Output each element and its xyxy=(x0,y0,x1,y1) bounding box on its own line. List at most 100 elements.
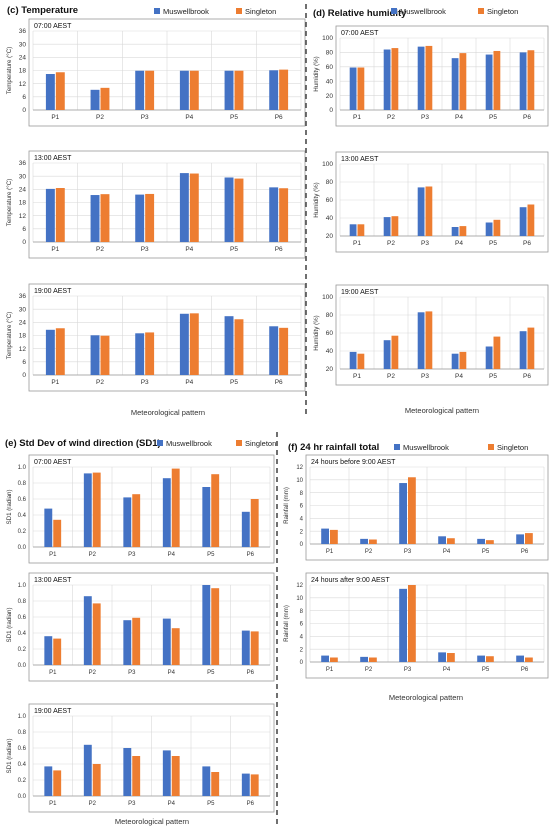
bar-muswellbrook-p1 xyxy=(349,351,357,369)
x-tick-label-p1: P1 xyxy=(353,114,361,121)
bar-singleton-p5 xyxy=(211,588,220,665)
bar-muswellbrook-p6 xyxy=(516,534,524,544)
subchart-label: 24 hours after 9:00 AEST xyxy=(311,577,390,584)
legend-label-muswellbrook: Muswellbrook xyxy=(163,7,209,16)
legend-swatch-muswellbrook xyxy=(157,440,163,446)
x-tick-label-p2: P2 xyxy=(387,240,395,247)
y-tick-label: 0.4 xyxy=(18,513,27,519)
x-tick-label-p5: P5 xyxy=(230,246,238,253)
panel-title: (e) Std Dev of wind direction (SD1) xyxy=(5,438,161,449)
bar-singleton-p5 xyxy=(211,772,220,796)
bar-singleton-p3 xyxy=(145,70,155,110)
x-tick-label-p3: P3 xyxy=(128,552,136,558)
y-tick-label: 40 xyxy=(326,78,334,85)
subchart: 0.0 0.2 0.4 0.6 0.8 1.0 P1 P2 P3 P4 P5 P6 07:00 AEST… xyxy=(6,454,275,564)
y-tick-label: 36 xyxy=(19,160,27,167)
y-tick-label: 18 xyxy=(19,200,27,207)
bar-singleton-p2 xyxy=(92,472,101,547)
bar-singleton-p4 xyxy=(189,313,199,375)
subchart: 20 40 60 80 100 P1 P2 P3 P4 P5 P6 19:00 AEST Humidit… xyxy=(313,284,549,386)
y-axis-label: SD1 (radian) xyxy=(6,489,13,524)
panels-layer: (c) Temperature Muswellbrook Singleton 0 6 12… xyxy=(5,5,549,826)
y-tick-label: 2 xyxy=(300,647,304,653)
bar-singleton-p4 xyxy=(171,756,180,796)
bar-muswellbrook-p6 xyxy=(519,52,527,110)
bar-singleton-p1 xyxy=(53,770,62,796)
bar-singleton-p5 xyxy=(234,178,244,242)
bar-muswellbrook-p4 xyxy=(179,173,189,242)
y-tick-label: 100 xyxy=(322,161,333,168)
subchart: 0 2 4 6 8 10 12 P1 P2 P3 P4 P5 P6 24 hours before 9:0… xyxy=(283,454,549,561)
bar-singleton-p2 xyxy=(369,657,377,662)
x-tick-label-p4: P4 xyxy=(168,552,176,558)
bar-singleton-p3 xyxy=(425,186,433,236)
legend-label-singleton: Singleton xyxy=(487,7,518,16)
bar-muswellbrook-p4 xyxy=(179,313,189,375)
y-tick-label: 0.4 xyxy=(18,631,27,637)
x-tick-label-p2: P2 xyxy=(387,373,395,380)
bar-muswellbrook-p2 xyxy=(360,656,368,662)
bar-singleton-p2 xyxy=(369,539,377,544)
y-axis-label: Rainfall (mm) xyxy=(283,487,290,524)
bar-muswellbrook-p6 xyxy=(269,326,279,375)
legend-swatch-muswellbrook xyxy=(154,8,160,14)
x-axis-label: Meteorological pattern xyxy=(131,408,205,417)
bar-muswellbrook-p2 xyxy=(383,49,391,110)
y-tick-label: 8 xyxy=(300,609,304,615)
bar-singleton-p6 xyxy=(279,327,289,375)
x-tick-label-p3: P3 xyxy=(404,667,412,673)
bar-singleton-p5 xyxy=(211,474,220,547)
y-tick-label: 0 xyxy=(329,107,333,114)
y-tick-label: 40 xyxy=(326,348,334,355)
bar-singleton-p5 xyxy=(234,70,244,110)
legend-swatch-muswellbrook xyxy=(394,444,400,450)
bar-muswellbrook-p3 xyxy=(417,187,425,236)
bar-singleton-p6 xyxy=(250,499,259,547)
y-tick-label: 6 xyxy=(22,359,26,366)
subchart: 0.0 0.2 0.4 0.6 0.8 1.0 P1 P2 P3 P4 P5 P6 19:00 AEST… xyxy=(6,703,275,813)
y-tick-label: 0.2 xyxy=(18,778,27,784)
y-tick-label: 0.6 xyxy=(18,615,27,621)
subchart: 0 6 12 18 24 30 36 P1 P2 P3 P4 P5 P6 19:00 AEST Temper… xyxy=(6,283,306,392)
bar-singleton-p4 xyxy=(189,173,199,242)
bar-muswellbrook-p3 xyxy=(123,620,132,665)
bar-muswellbrook-p5 xyxy=(485,54,493,110)
x-tick-label-p6: P6 xyxy=(275,114,283,121)
y-tick-label: 0.0 xyxy=(18,545,27,551)
bar-singleton-p2 xyxy=(391,48,399,110)
x-tick-label-p1: P1 xyxy=(326,667,334,673)
bar-singleton-p2 xyxy=(92,603,101,665)
bar-muswellbrook-p3 xyxy=(399,483,407,544)
bar-singleton-p5 xyxy=(486,540,494,544)
y-tick-label: 0.2 xyxy=(18,647,27,653)
x-tick-label-p1: P1 xyxy=(49,670,57,676)
x-tick-label-p6: P6 xyxy=(247,801,255,807)
bar-muswellbrook-p5 xyxy=(477,655,485,662)
y-axis-label: Humidity (%) xyxy=(313,315,320,350)
bar-muswellbrook-p6 xyxy=(241,773,250,796)
x-tick-label-p4: P4 xyxy=(443,667,451,673)
x-tick-label-p3: P3 xyxy=(128,801,136,807)
bar-muswellbrook-p3 xyxy=(135,194,145,242)
y-tick-label: 8 xyxy=(300,491,304,497)
y-tick-label: 12 xyxy=(19,346,27,353)
bar-singleton-p3 xyxy=(425,45,433,110)
bar-singleton-p2 xyxy=(100,87,110,110)
x-tick-label-p2: P2 xyxy=(365,667,373,673)
x-tick-label-p5: P5 xyxy=(230,379,238,386)
bar-muswellbrook-p5 xyxy=(485,346,493,369)
legend-swatch-singleton xyxy=(478,8,484,14)
y-tick-label: 0 xyxy=(22,107,26,114)
bar-muswellbrook-p2 xyxy=(90,335,100,375)
x-tick-label-p3: P3 xyxy=(421,373,429,380)
x-tick-label-p4: P4 xyxy=(185,114,193,121)
bar-singleton-p3 xyxy=(132,617,141,665)
y-tick-label: 6 xyxy=(22,226,26,233)
y-tick-label: 0.2 xyxy=(18,529,27,535)
subchart-label: 07:00 AEST xyxy=(34,23,72,30)
x-tick-label-p3: P3 xyxy=(141,114,149,121)
x-tick-label-p6: P6 xyxy=(521,667,529,673)
x-tick-label-p5: P5 xyxy=(207,670,215,676)
